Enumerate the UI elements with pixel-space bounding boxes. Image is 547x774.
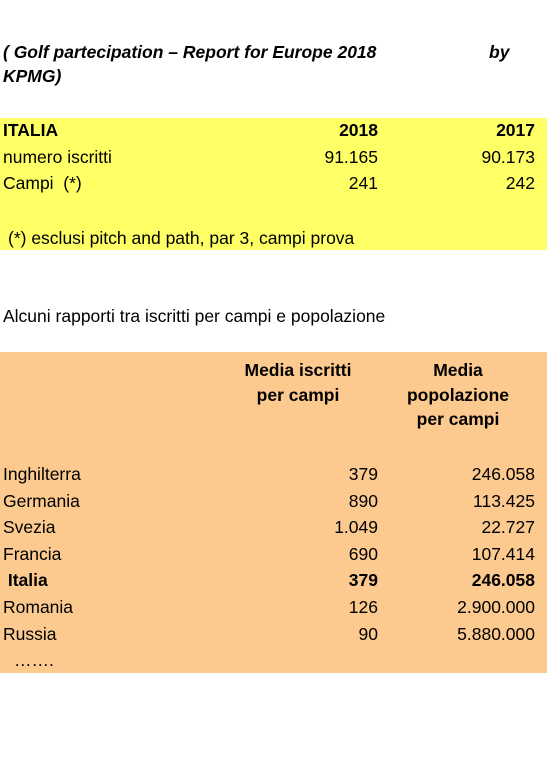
table-cell: 379 bbox=[348, 464, 378, 484]
column-header: popolazione bbox=[406, 384, 510, 405]
header-cell: 2018 bbox=[339, 120, 378, 140]
table-cell: Italia bbox=[3, 570, 48, 591]
orange-section bbox=[0, 352, 547, 673]
table-cell: 126 bbox=[348, 597, 378, 617]
table-cell: 241 bbox=[348, 173, 378, 193]
table-cell: 379 bbox=[348, 570, 378, 591]
ellipsis: ……. bbox=[14, 650, 54, 671]
table-cell: Francia bbox=[3, 543, 62, 564]
column-header: per campi bbox=[416, 409, 500, 429]
table-cell: 90 bbox=[358, 623, 378, 644]
table-cell: 5.880.000 bbox=[457, 623, 535, 644]
table-cell: 113.425 bbox=[473, 490, 535, 511]
table-cell: Svezia bbox=[3, 517, 56, 538]
table-cell: 22.727 bbox=[481, 517, 535, 538]
column-header: per campi bbox=[256, 384, 340, 405]
table-cell: 690 bbox=[348, 543, 378, 564]
section-heading: Alcuni rapporti tra iscritti per campi e… bbox=[3, 306, 386, 326]
table-cell: numero iscritti bbox=[3, 147, 112, 167]
table-cell: Germania bbox=[3, 490, 80, 511]
column-header: Media iscritti bbox=[244, 360, 352, 380]
table-cell: 1.049 bbox=[334, 517, 378, 538]
header-cell: ITALIA bbox=[3, 120, 59, 140]
yellow-section bbox=[0, 118, 547, 250]
table-cell: Inghilterra bbox=[3, 464, 81, 484]
table-cell: 890 bbox=[348, 490, 378, 511]
table-cell: 246.058 bbox=[471, 570, 535, 591]
title-by: by bbox=[489, 42, 510, 62]
header-cell: 2017 bbox=[496, 120, 535, 140]
table-cell: 2.900.000 bbox=[457, 597, 535, 617]
table-cell: 246.058 bbox=[471, 464, 535, 484]
table-cell: Romania bbox=[3, 597, 74, 617]
column-header: Media bbox=[433, 360, 483, 380]
table-cell: 90.173 bbox=[481, 147, 535, 167]
table-cell: 107.414 bbox=[471, 543, 535, 564]
table-cell: Campi (*) bbox=[3, 173, 82, 193]
table-cell: 242 bbox=[505, 173, 535, 193]
table-cell: 91.165 bbox=[324, 147, 378, 167]
table-cell: Russia bbox=[3, 623, 57, 644]
title-line: ( Golf partecipation – Report for Europe… bbox=[3, 42, 377, 62]
footnote: (*) esclusi pitch and path, par 3, campi… bbox=[8, 228, 355, 248]
title-line: KPMG) bbox=[3, 66, 62, 86]
